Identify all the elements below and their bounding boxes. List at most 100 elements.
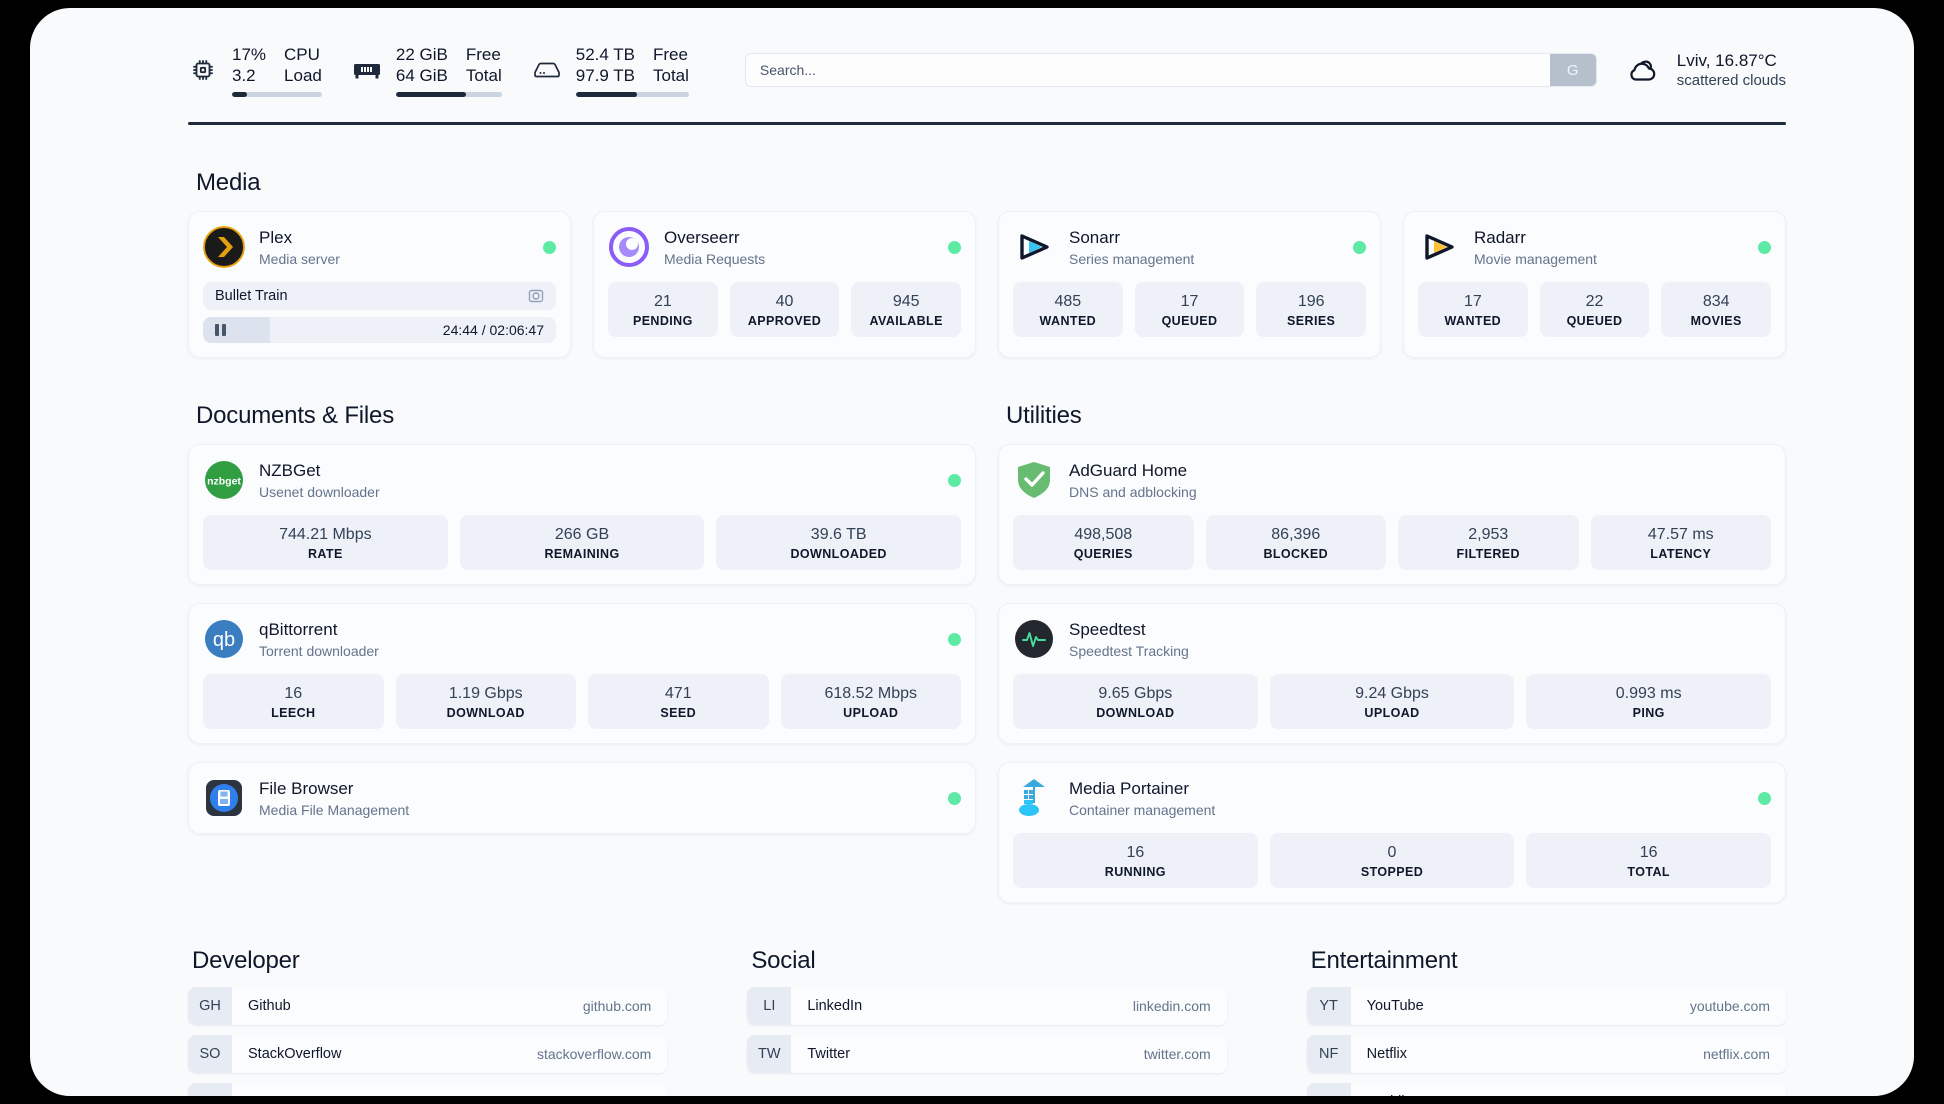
- bookmark-badge: NF: [1306, 1035, 1351, 1073]
- stat-tile: 16 RUNNING: [1013, 833, 1258, 888]
- stat-tile: 40 APPROVED: [729, 282, 840, 337]
- search-input[interactable]: [745, 54, 1550, 86]
- stat-value: 0: [1387, 844, 1397, 861]
- bookmark-item-netflix[interactable]: NF Netflix netflix.com: [1306, 1035, 1786, 1073]
- adguard-shield-icon: [1013, 459, 1055, 501]
- service-card-nzbget[interactable]: nzbget NZBGet Usenet downloader 74: [188, 444, 976, 585]
- service-name: AdGuard Home: [1069, 460, 1188, 480]
- stats-row: 498,508 QUERIES 86,396 BLOCKED 2,953 FIL…: [1013, 515, 1771, 570]
- stat-tile: 21 PENDING: [608, 282, 718, 337]
- stat-label: LEECH: [271, 706, 316, 720]
- bookmark-badge: YT: [1306, 987, 1351, 1025]
- service-subtitle: Torrent downloader: [259, 642, 379, 659]
- service-subtitle: Movie management: [1474, 250, 1597, 267]
- service-card-plex[interactable]: Plex Media server Bullet Train: [188, 211, 571, 358]
- bookmark-item-github[interactable]: GH Github github.com: [188, 987, 668, 1025]
- stat-label: TOTAL: [1627, 865, 1670, 879]
- bookmark-item-youtube[interactable]: YT YouTube youtube.com: [1306, 987, 1786, 1025]
- bookmark-item-linkedin[interactable]: LI LinkedIn linkedin.com: [747, 987, 1227, 1025]
- weather-widget: Lviv, 16.87°C scattered clouds: [1623, 50, 1786, 91]
- service-card-radarr[interactable]: Radarr Movie management 17 WANTED 22 QUE…: [1403, 211, 1786, 358]
- stats-row: 744.21 Mbps RATE 266 GB REMAINING 39.6 T…: [203, 515, 962, 570]
- stat-tile: 47.57 ms LATENCY: [1590, 515, 1771, 570]
- status-badge-online: [1353, 240, 1366, 254]
- bookmark-badge: SO: [188, 1035, 232, 1073]
- bookmark-group-social: Social LI LinkedIn linkedin.com TW Twitt…: [747, 929, 1227, 1096]
- stat-value: 834: [1702, 293, 1730, 310]
- stat-value: 2,953: [1468, 526, 1509, 543]
- search-submit-button[interactable]: G: [1549, 54, 1596, 86]
- media-card-grid: Plex Media server Bullet Train: [188, 211, 1786, 358]
- stat-label: UPLOAD: [1364, 706, 1420, 720]
- bookmark-name: DEV: [232, 1083, 278, 1096]
- cast-icon[interactable]: [528, 288, 544, 304]
- service-subtitle: Media server: [259, 250, 340, 267]
- cpu-value-secondary: 3.2: [232, 65, 256, 85]
- service-name: qBittorrent: [259, 619, 338, 639]
- weather-location-temp: Lviv, 16.87°C: [1676, 50, 1777, 70]
- stat-label: SERIES: [1287, 314, 1336, 328]
- documents-card-stack: nzbget NZBGet Usenet downloader 74: [188, 444, 976, 834]
- bookmark-badge: RE: [1306, 1083, 1351, 1096]
- bookmark-name: YouTube: [1366, 998, 1424, 1014]
- stat-value: 618.52 Mbps: [824, 685, 917, 702]
- svg-text:qb: qb: [213, 629, 235, 651]
- now-playing-progress-bar[interactable]: 24:44 / 02:06:47: [203, 317, 556, 343]
- now-playing-title: Bullet Train: [215, 288, 288, 304]
- service-card-qbittorrent[interactable]: qb qBittorrent Torrent downloader: [188, 603, 976, 744]
- stat-tile: 945 AVAILABLE: [851, 282, 962, 337]
- stat-value: 9.65 Gbps: [1098, 685, 1173, 702]
- service-card-speedtest[interactable]: Speedtest Speedtest Tracking 9.65 Gbps D…: [998, 603, 1786, 744]
- plex-logo-icon: [203, 226, 245, 268]
- stat-value: 266 GB: [554, 526, 610, 543]
- stat-value: 39.6 TB: [810, 526, 867, 543]
- status-badge-online: [948, 240, 961, 254]
- stat-tile: 0.993 ms PING: [1526, 674, 1772, 729]
- bookmark-badge: LI: [747, 987, 792, 1025]
- search-bar[interactable]: G: [744, 53, 1597, 87]
- stats-row: 17 WANTED 22 QUEUED 834 MOVIES: [1418, 282, 1772, 337]
- stat-label: RUNNING: [1104, 865, 1166, 879]
- stat-tile: 471 SEED: [588, 674, 769, 729]
- cpu-value-primary: 17%: [232, 44, 267, 64]
- stat-tile: 0 STOPPED: [1269, 833, 1515, 888]
- bookmark-url: twitter.com: [1143, 1046, 1211, 1062]
- stat-value: 498,508: [1074, 526, 1133, 543]
- bookmark-name: Netflix: [1366, 1046, 1407, 1062]
- stat-tile: 266 GB REMAINING: [459, 515, 705, 570]
- status-badge-online: [543, 240, 556, 254]
- stat-value: 86,396: [1271, 526, 1321, 543]
- bookmark-item-reddit[interactable]: RE Reddit reddit.com: [1306, 1083, 1786, 1096]
- service-card-sonarr[interactable]: Sonarr Series management 485 WANTED 17 Q…: [998, 211, 1381, 358]
- service-name: Overseerr: [664, 227, 740, 247]
- pause-icon[interactable]: [215, 324, 226, 336]
- service-card-media-portainer[interactable]: Media Portainer Container management 16 …: [998, 762, 1786, 903]
- service-card-overseerr[interactable]: Overseerr Media Requests 21 PENDING 40 A…: [593, 211, 976, 358]
- stat-value: 16: [284, 685, 303, 702]
- cpu-label-secondary: Load: [284, 65, 322, 85]
- stat-label: RATE: [307, 547, 343, 561]
- bookmark-item-dev[interactable]: DT DEV dev.to: [188, 1083, 668, 1096]
- stat-value: 21: [653, 293, 672, 310]
- disk-value-secondary: 97.9 TB: [575, 65, 635, 85]
- cpu-icon: [188, 55, 218, 85]
- bookmark-name: StackOverflow: [248, 1046, 342, 1062]
- bookmark-url: github.com: [582, 998, 652, 1014]
- stat-tile: 17 QUEUED: [1134, 282, 1245, 337]
- service-card-adguard-home[interactable]: AdGuard Home DNS and adblocking 498,508 …: [998, 444, 1786, 585]
- disk-usage-bar: [575, 91, 689, 97]
- bookmark-badge: DT: [188, 1083, 232, 1096]
- bookmark-url: linkedin.com: [1132, 998, 1211, 1014]
- stat-tile: 17 WANTED: [1418, 282, 1528, 337]
- top-bar: 17% 3.2 CPU Load: [30, 8, 1914, 100]
- status-badge-online: [948, 632, 961, 646]
- stat-label: QUEUED: [1161, 314, 1218, 328]
- bookmark-group-title: Entertainment: [1310, 947, 1458, 974]
- service-subtitle: Speedtest Tracking: [1069, 642, 1189, 659]
- service-card-file-browser[interactable]: File Browser Media File Management: [188, 762, 976, 834]
- stat-tile: 744.21 Mbps RATE: [203, 515, 448, 570]
- service-name: File Browser: [259, 778, 354, 798]
- nzbget-logo-icon: nzbget: [203, 459, 245, 501]
- bookmark-item-twitter[interactable]: TW Twitter twitter.com: [747, 1035, 1227, 1073]
- bookmark-item-stackoverflow[interactable]: SO StackOverflow stackoverflow.com: [188, 1035, 668, 1073]
